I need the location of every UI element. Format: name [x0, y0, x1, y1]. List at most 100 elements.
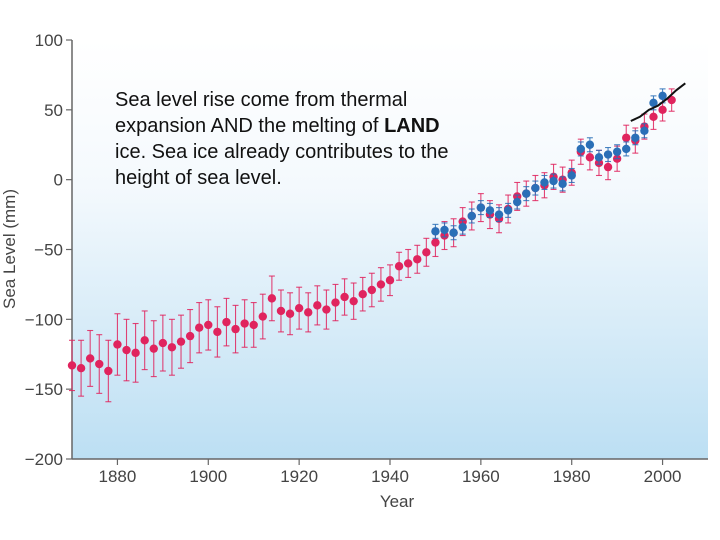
- data-point: [149, 344, 158, 353]
- x-tick-label: 1920: [280, 467, 318, 486]
- data-point: [413, 255, 422, 264]
- data-point: [195, 323, 204, 332]
- data-point: [640, 126, 649, 135]
- data-point: [422, 248, 431, 257]
- series-1: [431, 88, 667, 241]
- annotation-line1: Sea level rise come from thermal expansi…: [115, 89, 408, 137]
- y-tick-label: −200: [25, 450, 63, 469]
- data-point: [140, 336, 149, 345]
- data-point: [104, 366, 113, 376]
- data-point: [585, 153, 595, 162]
- data-point: [576, 144, 585, 154]
- data-point: [276, 306, 286, 316]
- data-point: [513, 197, 522, 207]
- x-tick-label: 1940: [371, 467, 409, 486]
- data-point: [131, 348, 140, 358]
- data-point: [231, 324, 240, 334]
- data-point: [667, 95, 676, 105]
- data-point: [594, 153, 604, 162]
- data-point: [522, 189, 531, 198]
- data-point: [158, 338, 168, 348]
- x-tick-label: 1900: [189, 467, 227, 486]
- data-point: [622, 144, 631, 154]
- y-axis-label: Sea Level (mm): [0, 189, 19, 309]
- data-point: [285, 309, 295, 318]
- annotation-bold-word: LAND: [384, 115, 440, 137]
- data-point: [494, 210, 504, 219]
- axes: 100 50 0 −50 −100 −150 −200 1880 1900 1920 1940 196…: [25, 31, 708, 486]
- data-point: [431, 238, 440, 247]
- y-tick-label: −50: [34, 241, 63, 260]
- x-tick-label: 1880: [99, 467, 137, 486]
- plot-area: [72, 40, 708, 459]
- data-point: [213, 327, 222, 337]
- series-2: [630, 82, 686, 122]
- data-point: [76, 364, 86, 373]
- series-layer: [67, 82, 686, 403]
- data-point: [631, 133, 640, 142]
- y-tick-label: −150: [25, 380, 63, 399]
- y-tick-label: 0: [54, 171, 63, 190]
- data-point: [658, 105, 667, 115]
- data-point: [176, 337, 186, 346]
- data-point: [394, 262, 404, 271]
- y-tick-label: 50: [44, 101, 63, 120]
- y-tick-label: −100: [25, 310, 63, 329]
- data-point: [331, 298, 340, 307]
- annotation-line2: ice. Sea ice already contributes to the …: [115, 141, 449, 189]
- series-0: [67, 88, 676, 403]
- x-tick-label: 2000: [644, 467, 682, 486]
- data-point: [249, 320, 258, 330]
- data-point: [440, 225, 449, 235]
- y-tick-label: 100: [35, 31, 63, 50]
- data-point: [458, 222, 467, 232]
- data-point: [585, 140, 595, 149]
- data-point: [95, 359, 104, 369]
- data-point: [222, 317, 231, 327]
- x-tick-label: 1980: [553, 467, 591, 486]
- data-point: [313, 301, 322, 310]
- data-point: [358, 289, 367, 299]
- data-point: [167, 343, 177, 352]
- data-point: [294, 303, 304, 313]
- data-point: [449, 228, 458, 237]
- data-point: [649, 112, 658, 122]
- data-point: [267, 294, 277, 303]
- data-point: [612, 147, 622, 156]
- annotation-text: Sea level rise come from thermal expansi…: [115, 87, 460, 191]
- data-point: [467, 211, 476, 221]
- data-point: [403, 259, 413, 268]
- data-point: [204, 320, 213, 330]
- data-point: [567, 171, 576, 180]
- data-point: [113, 340, 122, 349]
- data-point: [603, 150, 613, 159]
- data-point: [558, 179, 567, 189]
- data-point: [258, 312, 267, 321]
- data-point: [340, 292, 349, 302]
- data-point: [304, 308, 313, 317]
- satellite-line: [630, 82, 686, 122]
- data-point: [658, 91, 667, 101]
- data-point: [531, 183, 540, 193]
- data-point: [240, 319, 249, 328]
- data-point: [476, 203, 486, 212]
- data-point: [649, 98, 658, 108]
- data-point: [603, 162, 613, 172]
- data-point: [85, 354, 95, 363]
- data-point: [385, 276, 395, 285]
- data-point: [67, 361, 77, 370]
- data-point: [349, 296, 358, 306]
- data-point: [431, 227, 440, 236]
- data-point: [376, 280, 386, 289]
- data-point: [549, 176, 558, 186]
- data-point: [185, 331, 195, 341]
- data-point: [322, 305, 331, 314]
- x-axis-label: Year: [380, 492, 415, 511]
- data-point: [122, 345, 131, 355]
- data-point: [367, 285, 377, 295]
- data-point: [540, 178, 549, 187]
- data-point: [503, 206, 513, 215]
- data-point: [622, 133, 631, 142]
- x-tick-label: 1960: [462, 467, 500, 486]
